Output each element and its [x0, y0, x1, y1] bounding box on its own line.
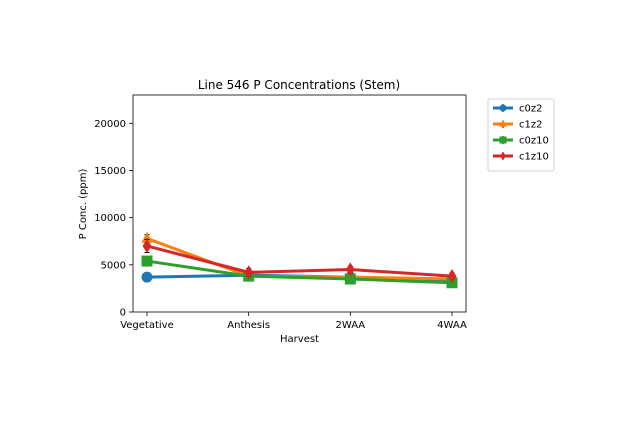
chart-title: Line 546 P Concentrations (Stem): [198, 78, 400, 92]
y-tick-label: 5000: [101, 260, 126, 271]
y-tick-label: 10000: [94, 213, 126, 224]
series-line-c1z10: [146, 244, 453, 278]
data-point-c1z10: [345, 262, 355, 277]
legend-marker-c0z10: [499, 136, 507, 144]
series-line-c0z10: [146, 259, 453, 285]
legend-marker-c0z2: [499, 104, 507, 112]
legend-marker-c1z10: [500, 151, 506, 161]
data-point-c0z10: [344, 273, 356, 285]
y-tick-label: 20000: [94, 119, 126, 130]
legend-label-c1z2: c1z2: [519, 120, 542, 131]
data-point-c0z10: [141, 255, 153, 267]
x-axis-label: Harvest: [280, 334, 319, 345]
legend: c0z2 c1z2 c0z10 c1z10: [487, 98, 555, 172]
x-tick-label: Anthesis: [227, 320, 270, 331]
legend-label-c0z10: c0z10: [519, 136, 549, 147]
legend-box: [487, 98, 555, 172]
data-point-c1z10: [142, 238, 152, 254]
data-point-c1z2: [141, 231, 153, 243]
y-tick-label: 0: [120, 308, 126, 319]
legend-label-c1z10: c1z10: [519, 152, 549, 163]
y-tick-label: 15000: [94, 166, 126, 177]
legend-label-c0z2: c0z2: [519, 104, 542, 115]
x-tick-label: Vegetative: [120, 320, 174, 331]
plot-area: 0 5000 10000 15000 20000 Vegetative Anthesis 2W…: [94, 94, 467, 331]
data-point-c1z10: [244, 265, 254, 280]
data-point-c0z2: [141, 271, 153, 283]
y-axis-label: P Conc. (ppm): [78, 169, 89, 240]
x-tick-label: 4WAA: [437, 320, 467, 331]
legend-marker-c1z2: [499, 119, 507, 127]
data-point-c1z10: [447, 268, 457, 284]
x-tick-label: 2WAA: [335, 320, 365, 331]
axes-frame: [132, 94, 467, 313]
